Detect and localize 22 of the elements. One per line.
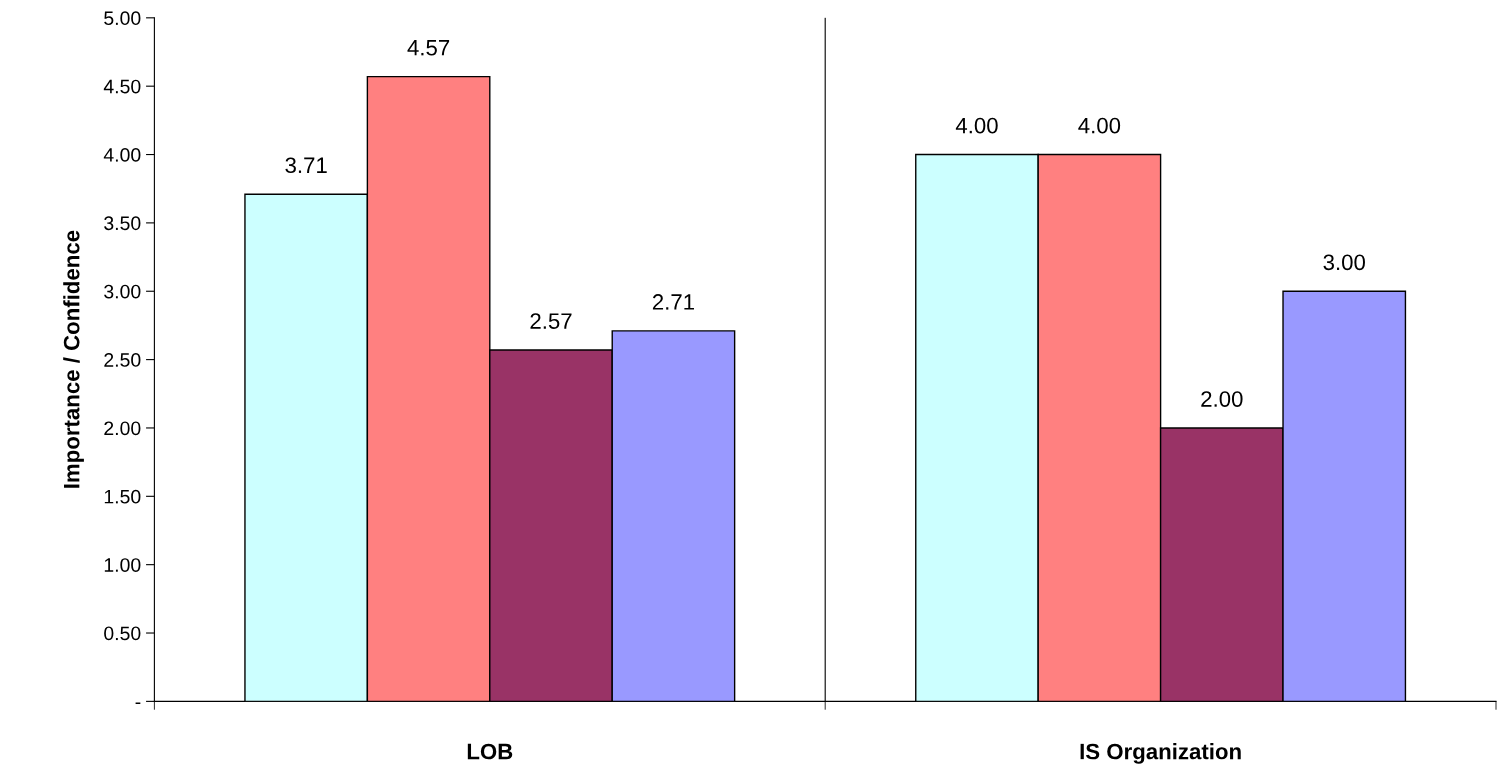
data-label: 2.00 [1201, 391, 1243, 407]
y-tick-label: 5.00 [104, 11, 141, 26]
y-axis-title: Importance / Confidence [63, 230, 84, 488]
data-label: 4.00 [1078, 117, 1121, 134]
y-tick-label: 3.50 [104, 216, 141, 231]
data-label: 3.71 [285, 157, 327, 174]
data-label: 3.00 [1323, 254, 1365, 271]
y-tick-label: 3.00 [104, 284, 141, 299]
x-tick-label: IS Organization [1080, 743, 1241, 764]
x-tick-label: LOB [467, 743, 513, 760]
data-label: 2.71 [652, 294, 694, 310]
y-tick-label: 4.50 [103, 79, 141, 94]
y-tick-label: 2.00 [104, 421, 141, 436]
y-tick-label: 1.50 [104, 489, 141, 504]
y-tick-label: - [135, 702, 141, 705]
data-label: 4.00 [955, 117, 998, 134]
y-tick-label: 0.50 [104, 626, 141, 641]
data-label: 2.57 [530, 313, 572, 329]
y-tick-label: 4.00 [103, 148, 141, 162]
y-tick-label: 1.00 [104, 558, 141, 572]
y-tick-label: 2.50 [104, 353, 141, 367]
data-label: 4.57 [407, 40, 450, 56]
